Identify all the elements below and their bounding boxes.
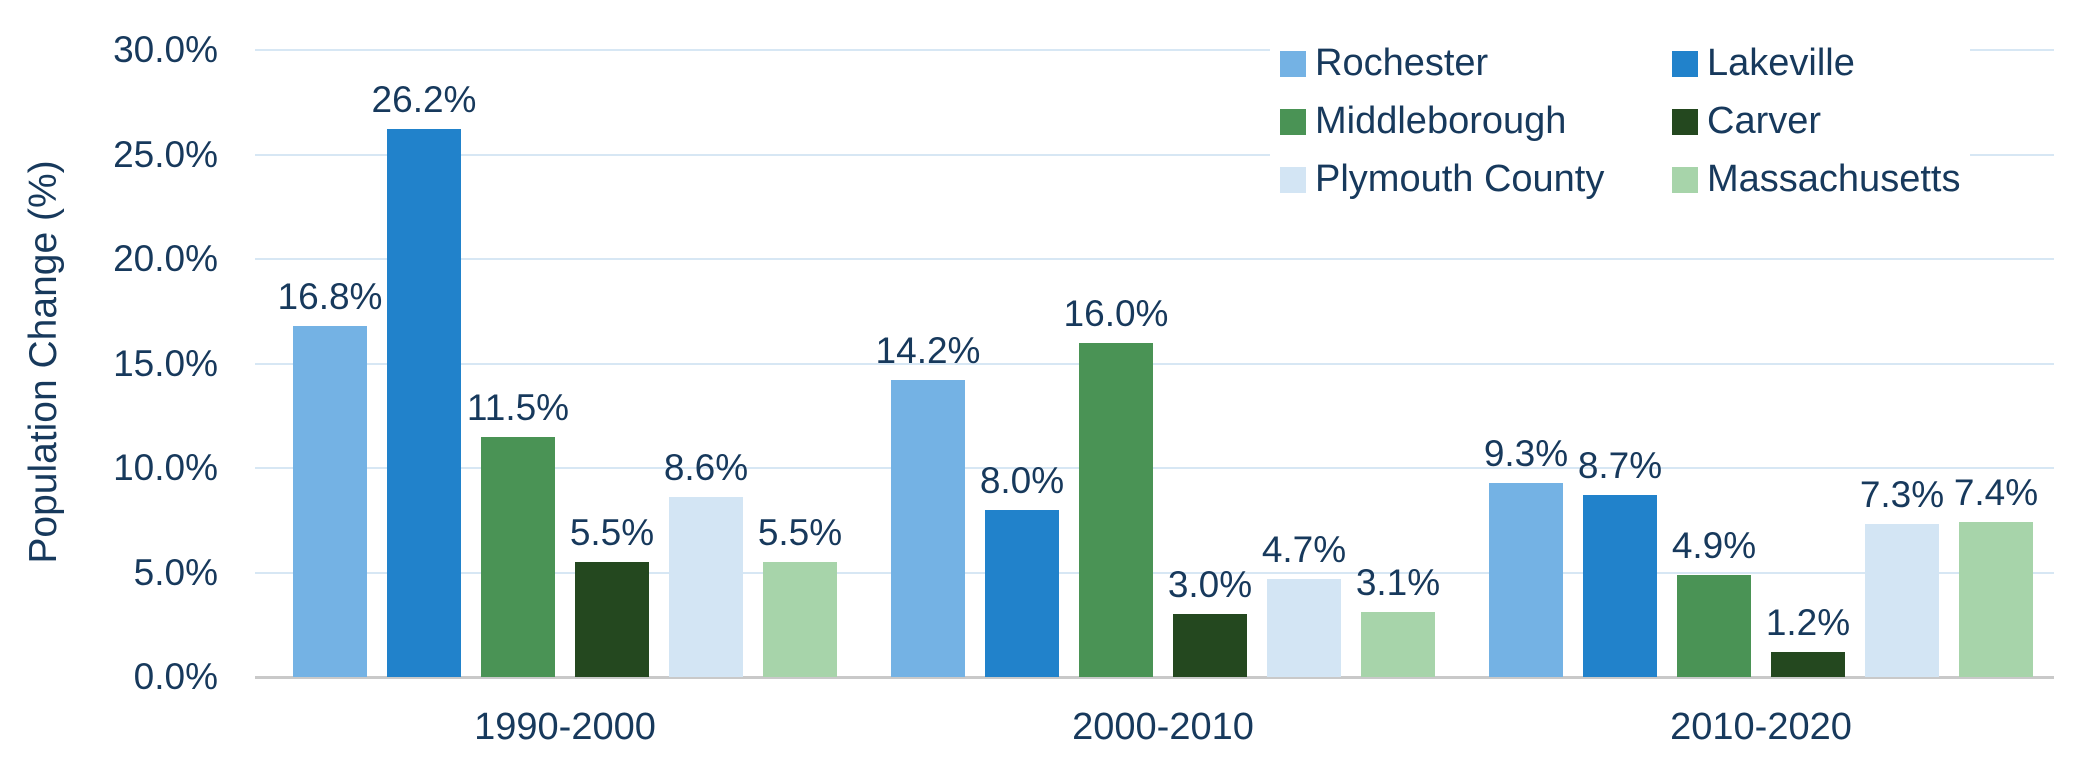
bar-plymouth-county-1990-2000	[669, 497, 743, 677]
bar-value-label: 9.3%	[1483, 432, 1569, 474]
legend-swatch-icon	[1280, 50, 1306, 77]
legend-swatch-icon	[1280, 166, 1306, 193]
legend-item-carver: Carver	[1672, 100, 1960, 143]
legend-swatch-icon	[1672, 166, 1698, 193]
gridline-20	[255, 258, 2054, 260]
bar-lakeville-2000-2010	[985, 509, 1059, 677]
legend-swatch-icon	[1672, 108, 1698, 135]
legend-label: Lakeville	[1707, 42, 1855, 84]
bar-massachusetts-1990-2000	[763, 562, 837, 677]
legend-label: Carver	[1707, 100, 1822, 142]
x-axis-baseline	[255, 676, 2054, 679]
bar-middleborough-2010-2020	[1677, 574, 1751, 677]
legend-swatch-icon	[1280, 108, 1306, 135]
bar-carver-1990-2000	[575, 562, 649, 677]
bar-massachusetts-2000-2010	[1361, 612, 1435, 677]
y-tick-label: 10.0%	[113, 447, 218, 488]
y-tick-label: 25.0%	[113, 133, 218, 175]
bar-value-label: 8.6%	[663, 447, 749, 489]
legend-item-middleborough: Middleborough	[1280, 100, 1672, 143]
bar-carver-2000-2010	[1173, 614, 1247, 677]
legend-label: Massachusetts	[1707, 158, 1961, 200]
legend: Rochester Lakeville Middleborough Carver Ply…	[1270, 38, 1971, 209]
bar-middleborough-2000-2010	[1079, 342, 1153, 677]
bar-rochester-2000-2010	[891, 380, 965, 677]
bar-value-label: 3.0%	[1167, 564, 1253, 606]
y-tick-label: 0.0%	[133, 656, 218, 697]
bar-value-label: 4.7%	[1261, 528, 1347, 570]
bar-plymouth-county-2000-2010	[1267, 578, 1341, 677]
bar-middleborough-1990-2000	[481, 436, 555, 677]
y-tick-label: 30.0%	[113, 29, 218, 70]
bar-value-label: 7.3%	[1859, 474, 1945, 516]
bar-value-label: 3.1%	[1355, 562, 1441, 604]
bar-rochester-2010-2020	[1489, 482, 1563, 677]
legend-item-rochester: Rochester	[1280, 42, 1672, 85]
bar-plymouth-county-2010-2020	[1865, 524, 1939, 677]
gridline-30	[255, 49, 2054, 51]
bar-value-label: 4.9%	[1671, 524, 1757, 566]
x-axis-category-label: 1990-2000	[474, 706, 656, 748]
bar-rochester-1990-2000	[293, 325, 367, 677]
bar-value-label: 7.4%	[1953, 472, 2039, 514]
bar-lakeville-1990-2000	[387, 129, 461, 677]
bar-value-label: 5.5%	[569, 512, 655, 554]
bar-value-label: 11.5%	[466, 386, 570, 428]
gridline-5	[255, 571, 2054, 574]
legend-label: Plymouth County	[1315, 158, 1605, 200]
legend-label: Rochester	[1315, 42, 1489, 84]
legend-item-massachusetts: Massachusetts	[1672, 158, 1960, 201]
y-tick-label: 20.0%	[113, 238, 218, 279]
bar-value-label: 14.2%	[875, 330, 981, 372]
bar-carver-2010-2020	[1771, 651, 1845, 677]
bar-value-label: 8.7%	[1577, 445, 1663, 487]
bar-massachusetts-2010-2020	[1959, 522, 2033, 677]
gridline-15	[255, 362, 2054, 365]
bar-value-label: 16.0%	[1063, 292, 1169, 334]
legend-swatch-icon	[1672, 50, 1698, 77]
gridline-10	[255, 467, 2054, 469]
bar-lakeville-2010-2020	[1583, 495, 1657, 677]
gridline-25	[255, 153, 2054, 156]
x-axis-category-label: 2000-2010	[1072, 706, 1254, 748]
bar-value-label: 5.5%	[757, 512, 843, 554]
legend-item-lakeville: Lakeville	[1672, 42, 1960, 85]
legend-label: Middleborough	[1315, 100, 1567, 142]
bar-value-label: 26.2%	[371, 79, 477, 121]
bar-value-label: 8.0%	[979, 459, 1065, 501]
x-axis-category-label: 2010-2020	[1670, 706, 1852, 748]
y-tick-label: 5.0%	[133, 551, 218, 593]
bar-value-label: 1.2%	[1765, 601, 1851, 643]
bar-value-label: 16.8%	[277, 275, 383, 317]
legend-item-plymouth-county: Plymouth County	[1280, 158, 1672, 201]
y-tick-label: 15.0%	[113, 342, 218, 384]
